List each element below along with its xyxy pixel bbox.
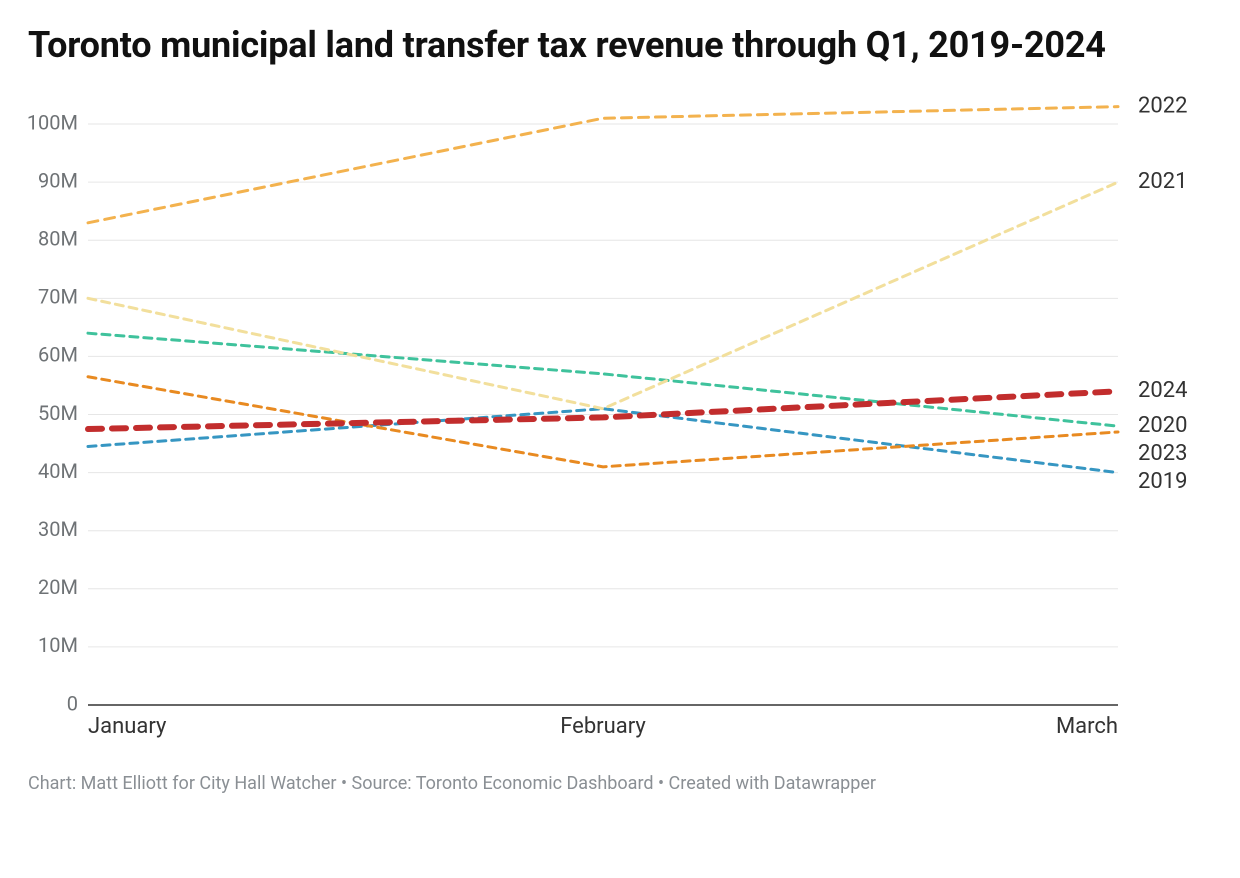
y-tick-label: 70M	[38, 285, 78, 309]
y-tick-label: 80M	[38, 227, 78, 251]
series-label-2019: 2019	[1138, 469, 1187, 494]
y-tick-label: 10M	[38, 633, 78, 657]
series-label-2022: 2022	[1138, 94, 1187, 119]
chart-credit: Chart: Matt Elliott for City Hall Watche…	[28, 773, 1212, 794]
series-line-2024	[88, 391, 1118, 429]
y-tick-label: 100M	[28, 111, 78, 135]
y-tick-label: 50M	[38, 401, 78, 425]
chart-area: 0 10M 20M 30M 40M 50M 60M 70M 80M 90M 100M January F…	[28, 75, 1212, 759]
line-chart-svg: 0 10M 20M 30M 40M 50M 60M 70M 80M 90M 100M January F…	[28, 75, 1212, 755]
y-tick-label: 20M	[38, 575, 78, 599]
series-line-2020	[88, 333, 1118, 426]
y-tick-label: 40M	[38, 459, 78, 483]
x-tick-label: February	[560, 714, 646, 739]
chart-page: Toronto municipal land transfer tax reve…	[0, 0, 1240, 878]
series-label-2023: 2023	[1138, 441, 1187, 466]
series-line-2021	[88, 182, 1118, 409]
y-tick-label: 0	[67, 691, 78, 715]
series-label-2020: 2020	[1138, 413, 1187, 438]
series-line-2023	[88, 377, 1118, 467]
series-label-2024: 2024	[1138, 378, 1187, 403]
y-tick-label: 90M	[38, 169, 78, 193]
series-label-2021: 2021	[1138, 169, 1187, 194]
x-tick-label: January	[88, 714, 167, 739]
x-tick-label: March	[1056, 714, 1118, 739]
chart-title: Toronto municipal land transfer tax reve…	[28, 24, 1212, 67]
y-tick-label: 60M	[38, 343, 78, 367]
y-tick-label: 30M	[38, 517, 78, 541]
